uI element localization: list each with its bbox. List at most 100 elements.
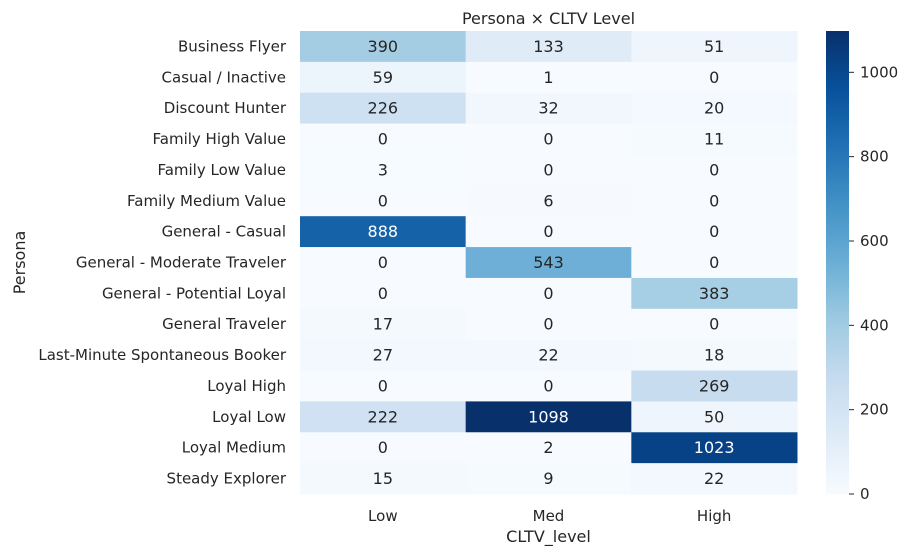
- heatmap-cell: [631, 370, 798, 402]
- cell-value-label: 0: [543, 160, 553, 179]
- y-tick-label: Loyal High: [207, 377, 286, 395]
- y-tick-label: General Traveler: [162, 315, 287, 333]
- heatmap-cell: [300, 123, 467, 155]
- heatmap-cell: [300, 31, 467, 63]
- cell-value-label: 17: [373, 315, 393, 334]
- y-tick-label: Loyal Medium: [182, 439, 286, 457]
- cell-value-label: 20: [704, 99, 724, 118]
- heatmap-cell: [300, 247, 467, 279]
- heatmap-cell: [465, 185, 632, 217]
- cell-value-label: 383: [699, 284, 730, 303]
- heatmap-cell: [300, 401, 467, 433]
- heatmap-cell: [465, 92, 632, 125]
- heatmap-cell: [465, 370, 632, 402]
- heatmap-cell: [300, 216, 467, 248]
- heatmap-cell: [631, 432, 798, 464]
- colorbar-tick-label: 0: [860, 485, 870, 503]
- y-tick-label: General - Casual: [162, 223, 286, 241]
- heatmap-cell: [631, 61, 798, 94]
- cell-value-label: 888: [368, 222, 399, 241]
- heatmap-cell: [631, 216, 798, 248]
- heatmap-cell: [300, 339, 467, 372]
- heatmap-cell: [465, 432, 632, 464]
- cell-value-label: 0: [543, 376, 553, 395]
- heatmap-cell: [631, 247, 798, 279]
- heatmap-cell: [465, 463, 632, 495]
- cell-value-label: 1: [543, 68, 553, 87]
- heatmap-cell: [465, 339, 632, 372]
- cell-value-label: 0: [709, 160, 719, 179]
- colorbar-tick-label: 400: [860, 316, 889, 334]
- cell-value-label: 59: [373, 68, 393, 87]
- cell-value-label: 3: [378, 160, 388, 179]
- cell-value-label: 15: [373, 469, 393, 488]
- colorbar: [826, 31, 849, 494]
- cell-value-label: 6: [543, 191, 553, 210]
- heatmap-cell: [465, 31, 632, 63]
- cell-value-label: 2: [543, 438, 553, 457]
- cell-value-label: 22: [704, 469, 724, 488]
- heatmap-cell: [300, 277, 467, 310]
- cell-value-label: 0: [543, 222, 553, 241]
- y-tick-label: General - Potential Loyal: [102, 284, 286, 302]
- cell-value-label: 0: [378, 191, 388, 210]
- cell-value-label: 133: [533, 37, 564, 56]
- cell-value-label: 50: [704, 407, 724, 426]
- y-tick-label: Family Medium Value: [127, 192, 286, 210]
- heatmap-cell: [300, 308, 467, 341]
- heatmap-cell: [631, 123, 798, 155]
- x-tick-label: High: [697, 507, 731, 525]
- cell-value-label: 0: [543, 284, 553, 303]
- y-axis-label: Persona: [10, 231, 29, 295]
- colorbar-tick-label: 200: [860, 401, 889, 419]
- heatmap-cell: [631, 277, 798, 310]
- y-tick-label: Family Low Value: [157, 161, 286, 179]
- cell-value-label: 0: [378, 438, 388, 457]
- y-tick-label: Steady Explorer: [167, 470, 287, 488]
- cell-value-label: 390: [368, 37, 399, 56]
- heatmap-cell: [465, 154, 632, 186]
- heatmap-cell: [465, 401, 632, 433]
- heatmap-cell: [465, 308, 632, 341]
- heatmap-cell: [300, 432, 467, 464]
- cell-value-label: 0: [378, 130, 388, 149]
- x-axis-tick-labels: Low Med High: [368, 507, 731, 525]
- cell-value-label: 11: [704, 130, 724, 149]
- cell-value-label: 222: [368, 407, 399, 426]
- cell-value-label: 0: [378, 253, 388, 272]
- y-tick-label: Business Flyer: [178, 37, 287, 55]
- cell-value-label: 1098: [528, 407, 569, 426]
- cell-value-label: 0: [709, 253, 719, 272]
- heatmap-cell: [631, 31, 798, 63]
- heatmap-cell: [631, 339, 798, 372]
- x-axis-label: CLTV_level: [506, 527, 591, 547]
- cell-value-label: 0: [709, 222, 719, 241]
- y-tick-label: Loyal Low: [212, 408, 286, 426]
- colorbar-tick-label: 800: [860, 148, 889, 166]
- cell-value-label: 22: [538, 346, 558, 365]
- heatmap-cell: [465, 123, 632, 155]
- colorbar-tick-label: 600: [860, 232, 889, 250]
- heatmap-cell: [300, 154, 467, 186]
- heatmap-cell: [465, 247, 632, 279]
- heatmap-cell: [300, 463, 467, 495]
- cell-value-label: 51: [704, 37, 724, 56]
- heatmap-cell: [631, 463, 798, 495]
- y-tick-label: Last-Minute Spontaneous Booker: [38, 346, 286, 364]
- heatmap-cell: [300, 61, 467, 94]
- x-tick-label: Low: [368, 507, 398, 525]
- heatmap-cell: [631, 92, 798, 125]
- cell-value-label: 543: [533, 253, 564, 272]
- heatmap-cell: [300, 370, 467, 402]
- cell-value-label: 18: [704, 346, 724, 365]
- y-tick-label: General - Moderate Traveler: [76, 254, 287, 272]
- cell-value-label: 0: [378, 284, 388, 303]
- cell-value-label: 32: [538, 99, 558, 118]
- heatmap-cell: [465, 61, 632, 94]
- cell-value-label: 269: [699, 376, 730, 395]
- cell-value-label: 0: [378, 376, 388, 395]
- heatmap-cell: [300, 185, 467, 217]
- cell-value-label: 0: [709, 315, 719, 334]
- colorbar-tick-label: 1000: [860, 63, 898, 81]
